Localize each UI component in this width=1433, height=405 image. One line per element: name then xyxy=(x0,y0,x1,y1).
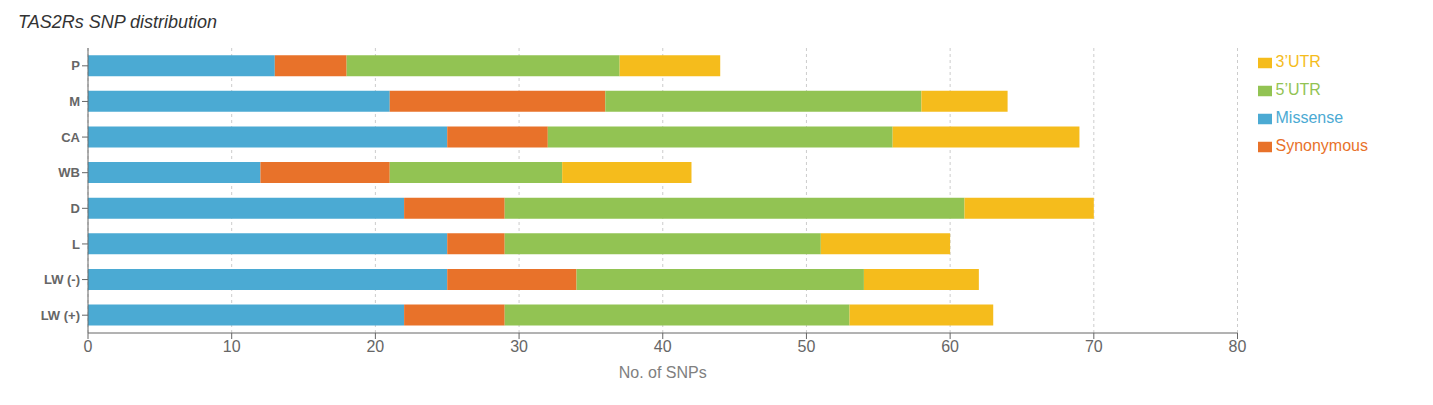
svg-text:30: 30 xyxy=(510,338,528,355)
svg-text:L: L xyxy=(72,237,80,252)
svg-text:P: P xyxy=(71,58,80,73)
svg-text:70: 70 xyxy=(1085,338,1103,355)
svg-text:80: 80 xyxy=(1229,338,1247,355)
html-text:3’UTR: 3’UTR xyxy=(1275,53,1321,70)
svg-text:10: 10 xyxy=(223,338,241,355)
svg-text:40: 40 xyxy=(654,338,672,355)
svg-text:No. of SNPs: No. of SNPs xyxy=(619,364,707,381)
svg-text:WB: WB xyxy=(58,165,80,180)
html-text:Synonymous: Synonymous xyxy=(1275,137,1368,154)
html-text:Missense: Missense xyxy=(1275,109,1344,126)
svg-text:CA: CA xyxy=(61,130,80,145)
svg-text:0: 0 xyxy=(84,338,93,355)
html-text:5’UTR: 5’UTR xyxy=(1275,81,1321,98)
svg-text:60: 60 xyxy=(941,338,959,355)
svg-text:50: 50 xyxy=(798,338,816,355)
html-text:TAS2Rs SNP distribution: TAS2Rs SNP distribution xyxy=(18,12,218,32)
svg-text:LW (-): LW (-) xyxy=(44,272,80,287)
svg-text:D: D xyxy=(71,201,80,216)
svg-text:20: 20 xyxy=(366,338,384,355)
svg-text:LW (+): LW (+) xyxy=(41,308,80,323)
svg-text:M: M xyxy=(69,94,80,109)
